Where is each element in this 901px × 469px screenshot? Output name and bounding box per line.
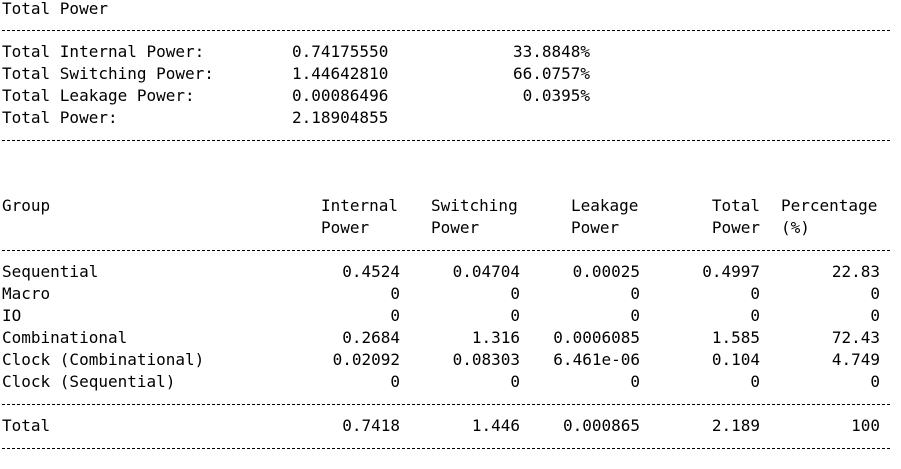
summary-switching-percent: 66.0757% [512,64,590,83]
cell-group: Clock (Sequential) [2,372,176,391]
cell-total: 0 [750,372,760,391]
report-title: Total Power [2,0,108,18]
cell-internal: 0 [390,284,400,303]
header-internal-line1: Internal [321,196,399,215]
cell-leakage: 0 [630,306,640,325]
header-percentage-line2: (%) [781,218,810,237]
header-percentage-line1: Percentage [781,196,878,215]
header-leakage-line2: Power [571,218,620,237]
cell-internal: 0 [390,372,400,391]
cell-switching: 0.08303 [452,350,520,369]
cell-switching: 0 [510,284,520,303]
header-switching-line2: Power [431,218,480,237]
cell-switching: 1.316 [471,328,520,347]
summary-leakage-label: Total Leakage Power: [2,86,195,105]
cell-group: Sequential [2,262,99,281]
cell-leakage: 0 [630,284,640,303]
summary-leakage-percent: 0.0395% [522,86,590,105]
cell-internal: 0.02092 [332,350,400,369]
cell-group: IO [2,306,22,325]
total-percentage: 100 [851,416,880,435]
cell-percentage: 72.43 [831,328,880,347]
cell-group: Combinational [2,328,128,347]
cell-switching: 0 [510,306,520,325]
cell-total: 0.4997 [702,262,760,281]
cell-switching: 0 [510,372,520,391]
cell-group: Macro [2,284,51,303]
summary-switching-value: 1.44642810 [292,64,389,83]
cell-total: 0.104 [711,350,760,369]
cell-percentage: 4.749 [831,350,880,369]
cell-leakage: 0.00025 [572,262,640,281]
separator-line [2,250,890,251]
summary-total-value: 2.18904855 [292,108,389,127]
header-internal-line2: Power [321,218,370,237]
cell-percentage: 0 [870,306,880,325]
total-total: 2.189 [711,416,760,435]
header-total-line2: Power [711,218,760,237]
summary-leakage-value: 0.00086496 [292,86,389,105]
cell-total: 1.585 [711,328,760,347]
cell-switching: 0.04704 [452,262,520,281]
cell-percentage: 0 [870,372,880,391]
total-group: Total [2,416,51,435]
summary-total-label: Total Power: [2,108,118,127]
separator-line [2,30,890,31]
total-internal: 0.7418 [342,416,400,435]
cell-total: 0 [750,284,760,303]
separator-line [2,140,890,141]
separator-line [2,404,890,405]
total-leakage: 0.000865 [562,416,640,435]
cell-leakage: 6.461e-06 [553,350,640,369]
summary-internal-label: Total Internal Power: [2,42,205,61]
summary-switching-label: Total Switching Power: [2,64,214,83]
cell-internal: 0.2684 [342,328,400,347]
cell-leakage: 0 [630,372,640,391]
cell-total: 0 [750,306,760,325]
header-switching-line1: Switching [431,196,518,215]
summary-internal-value: 0.74175550 [292,42,389,61]
cell-internal: 0.4524 [342,262,400,281]
header-total-line1: Total [711,196,760,215]
cell-percentage: 0 [870,284,880,303]
header-leakage-line1: Leakage [571,196,639,215]
header-group: Group [2,196,51,215]
cell-percentage: 22.83 [831,262,880,281]
total-switching: 1.446 [471,416,520,435]
separator-line [2,448,890,449]
cell-group: Clock (Combinational) [2,350,205,369]
summary-internal-percent: 33.8848% [512,42,590,61]
cell-internal: 0 [390,306,400,325]
cell-leakage: 0.0006085 [553,328,640,347]
